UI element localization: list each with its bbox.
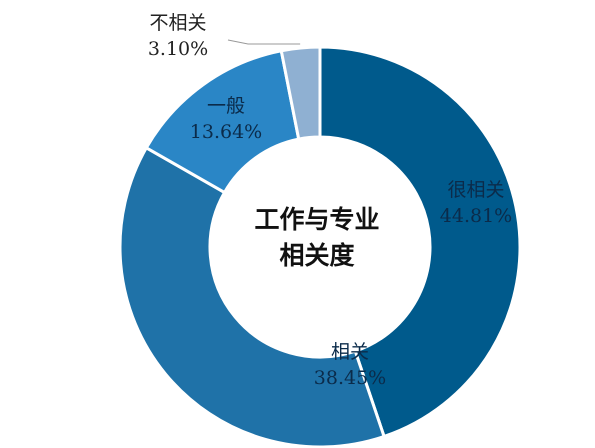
slice-label-value-not-related: 3.10% xyxy=(148,38,208,60)
slice-not-related xyxy=(279,45,322,141)
slice-label-value-very-related: 44.81% xyxy=(440,205,512,227)
slice-very-related xyxy=(318,45,522,439)
center-title-line-2: 相关度 xyxy=(279,241,354,270)
slice-label-name-very-related: 很相关 xyxy=(447,179,504,201)
slice-label-name-average: 一般 xyxy=(207,95,245,117)
slice-label-value-average: 13.64% xyxy=(190,121,262,143)
donut-slices xyxy=(118,45,522,448)
slice-label-name-not-related: 不相关 xyxy=(149,12,206,34)
leader-line-not-related xyxy=(227,39,301,45)
center-title: 工作与专业 相关度 xyxy=(254,205,379,270)
slice-label-name-related: 相关 xyxy=(331,341,369,363)
slice-related xyxy=(118,145,386,448)
leader-lines xyxy=(227,39,301,45)
slice-label-value-related: 38.45% xyxy=(314,367,386,389)
slice-labels: 很相关 44.81% 相关 38.45% 一般 13.64% 不相关 3.10% xyxy=(148,12,512,389)
center-title-line-1: 工作与专业 xyxy=(254,205,379,234)
